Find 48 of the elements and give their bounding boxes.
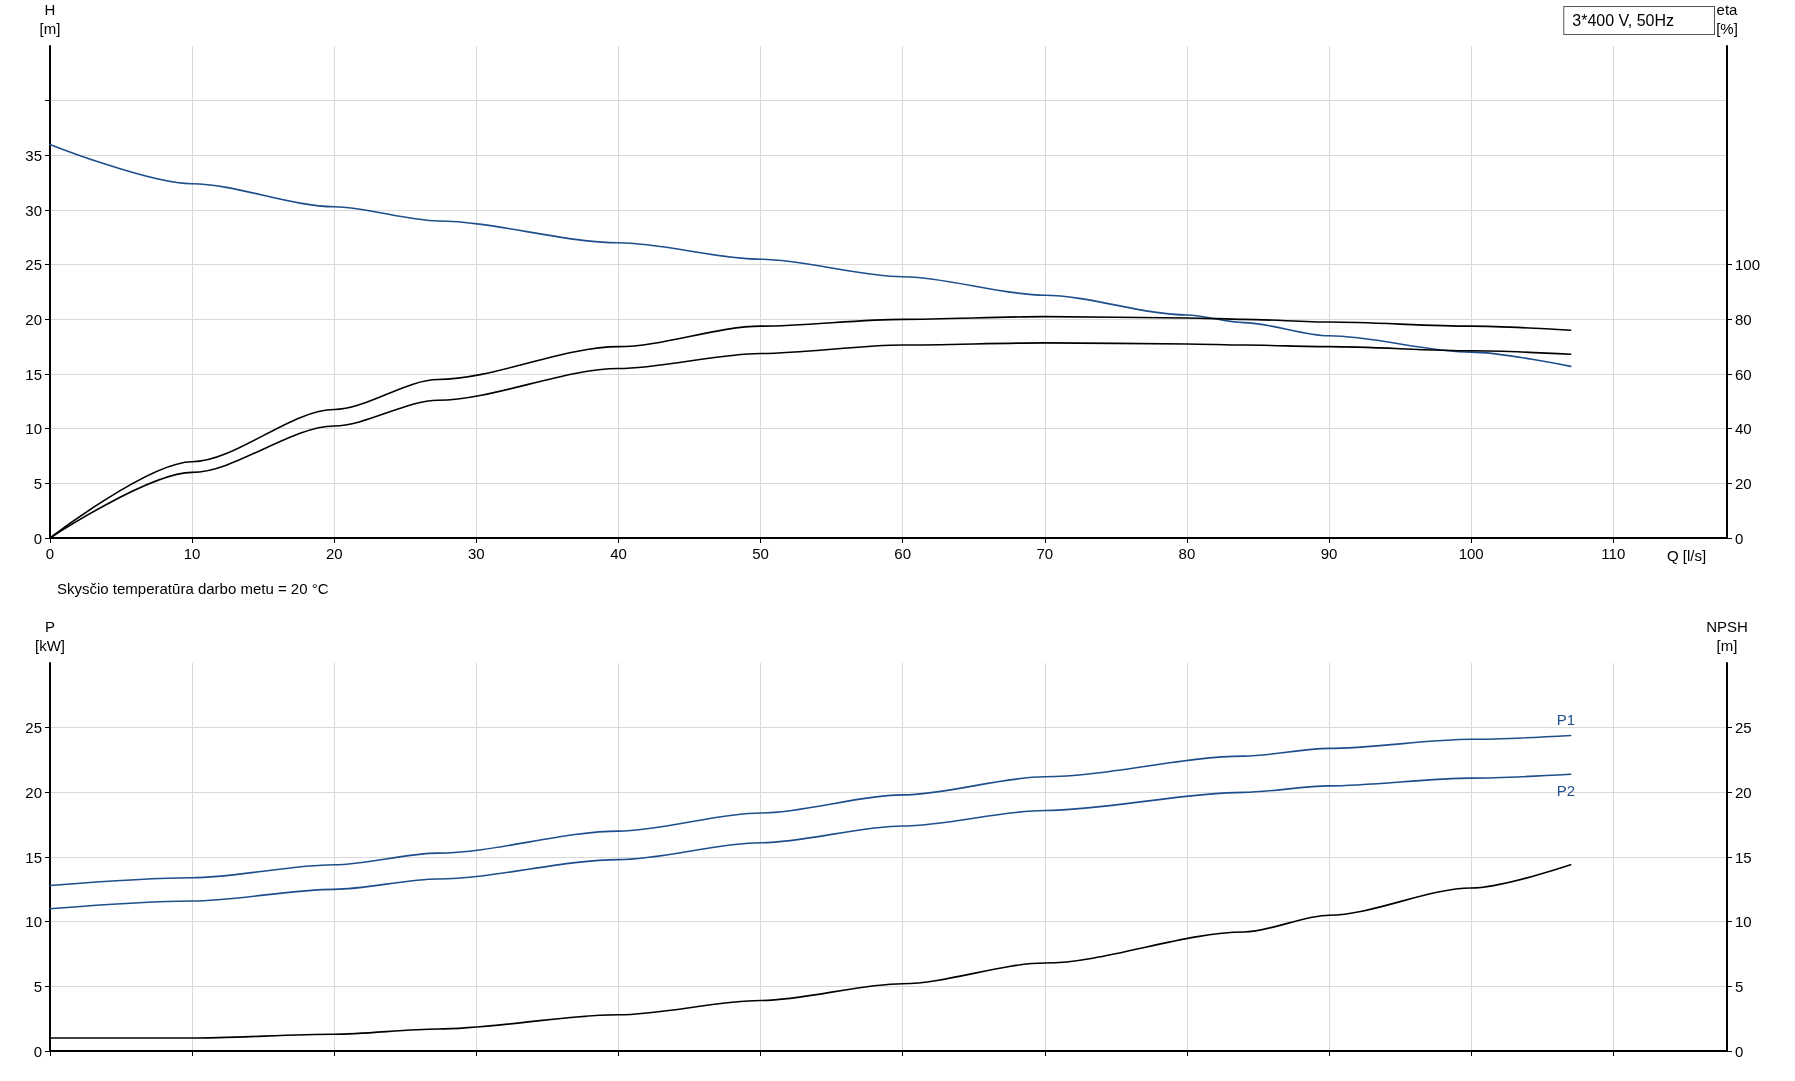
- y2-tick-label: 60: [1735, 365, 1752, 383]
- y-tick-label: 5: [33, 474, 42, 492]
- y2-tick-label: 20: [1735, 474, 1752, 492]
- x-tick-label: 90: [1320, 545, 1338, 562]
- chart-subtitle: Skysčio temperatūra darbo metu = 20 °C: [57, 580, 329, 597]
- y2-axis-title: NPSH [m]: [1706, 618, 1748, 654]
- y-axis-title: H [m]: [39, 1, 61, 37]
- x-tick-label: 40: [610, 545, 627, 562]
- y2-tick-label: 0: [1735, 529, 1744, 547]
- y-tick-label: 10: [25, 913, 42, 931]
- y-tick-label: 0: [33, 529, 42, 547]
- x-tick-label: 30: [468, 545, 485, 562]
- y-axis-title: P [kW]: [35, 618, 65, 654]
- x-tick-label: 110: [1601, 545, 1626, 562]
- y-tick-label: 5: [33, 977, 42, 995]
- y-tick-label: 20: [25, 783, 42, 801]
- y2-tick-label: 10: [1735, 913, 1752, 931]
- x-axis-title: Q [l/s]: [1667, 547, 1707, 564]
- y-tick-label: 0: [33, 1042, 42, 1060]
- y2-tick-label: 40: [1735, 420, 1752, 438]
- y-tick-label: 25: [25, 719, 42, 737]
- y2-axis-title: eta [%]: [1716, 1, 1739, 37]
- y2-tick-label: 0: [1735, 1042, 1744, 1060]
- y2-tick-label: 80: [1735, 310, 1752, 328]
- x-tick-label: 100: [1458, 545, 1484, 562]
- series-label: P1: [1556, 710, 1576, 728]
- y2-tick-label: 15: [1735, 848, 1752, 866]
- y-tick-label: 30: [25, 201, 42, 219]
- line-series: [49, 143, 1572, 368]
- series-label: P2: [1556, 781, 1576, 799]
- y-tick-label: 15: [25, 365, 42, 383]
- x-tick-label: 70: [1036, 545, 1054, 562]
- x-tick-label: 10: [183, 545, 201, 562]
- y2-tick-label: 5: [1735, 977, 1744, 995]
- y2-tick-label: 20: [1735, 783, 1752, 801]
- y2-tick-label: 100: [1735, 256, 1761, 274]
- x-tick-label: 0: [45, 545, 55, 562]
- x-tick-label: 60: [894, 545, 912, 562]
- y-tick-label: 20: [25, 310, 42, 328]
- x-tick-label: 50: [752, 545, 769, 562]
- y2-tick-label: 25: [1735, 719, 1752, 737]
- y-tick-label: 15: [25, 848, 42, 866]
- text: 3*400 V, 50Hz: [1572, 11, 1675, 29]
- y-tick-label: 25: [25, 256, 42, 274]
- x-tick-label: 20: [325, 545, 343, 562]
- x-tick-label: 80: [1178, 545, 1196, 562]
- y-tick-label: 10: [25, 420, 42, 438]
- y-tick-label: 35: [25, 146, 42, 164]
